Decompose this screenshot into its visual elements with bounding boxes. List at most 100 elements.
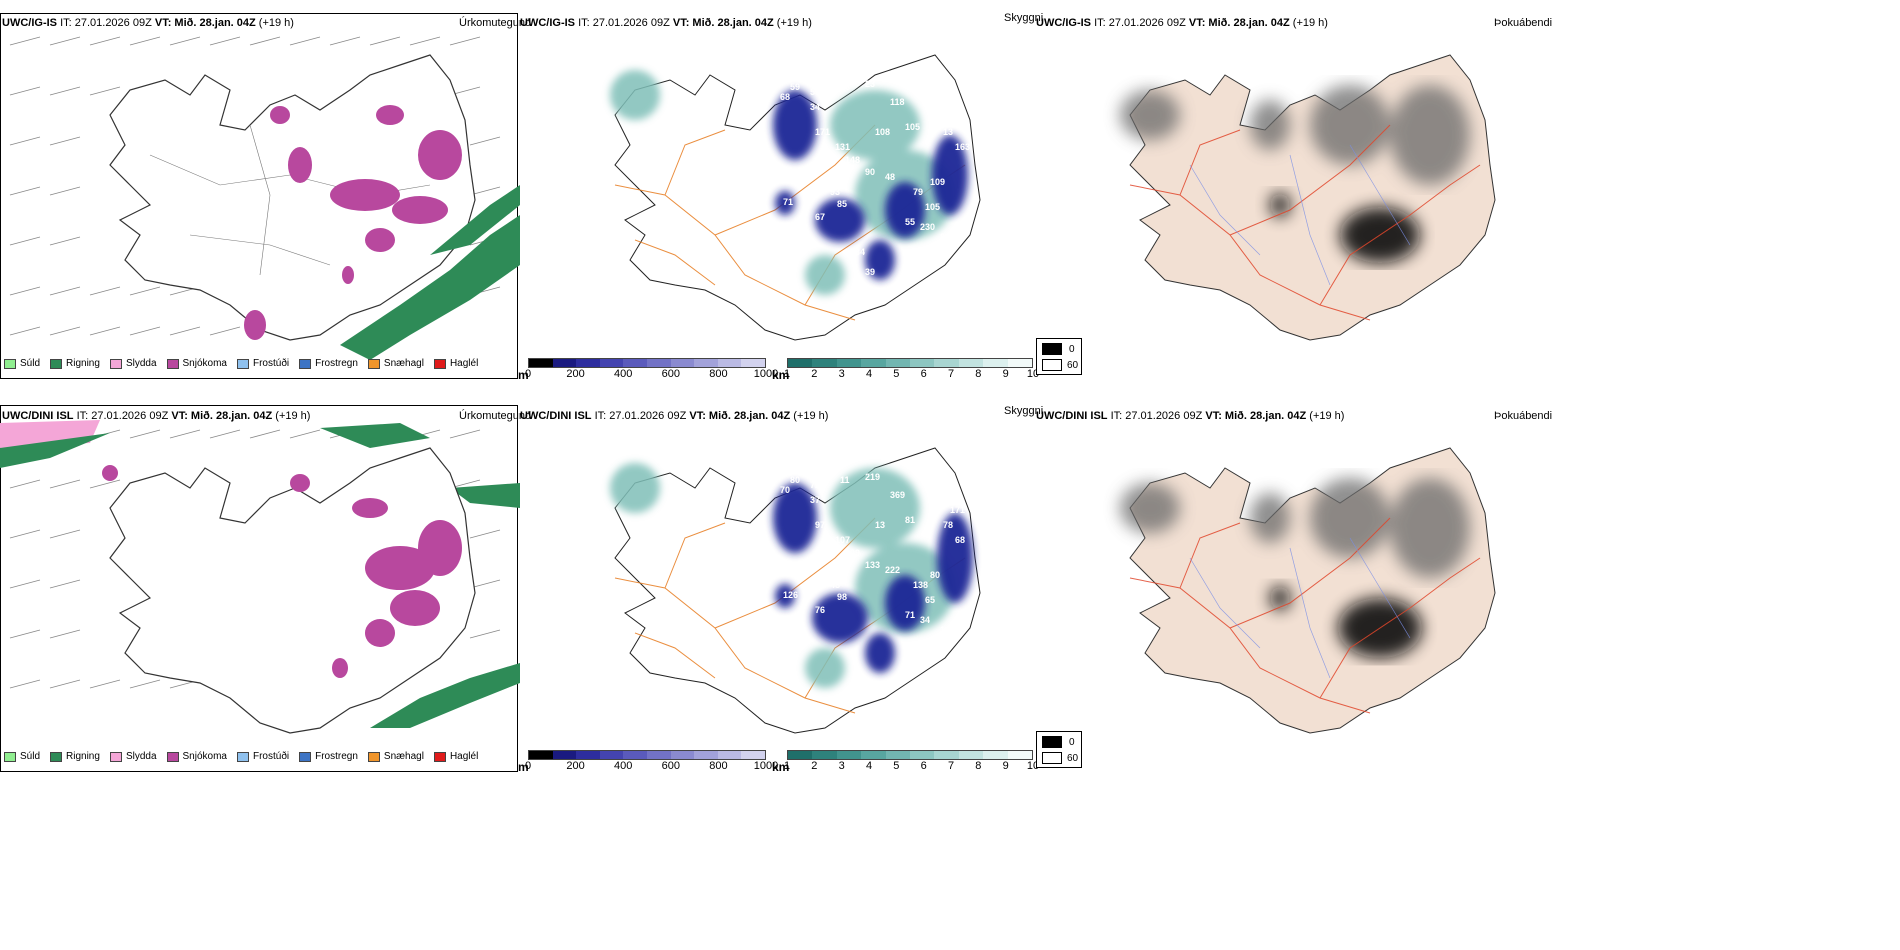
cloud-base-label: 78 — [943, 520, 953, 530]
visibility-colorbar-1: 1 2 3 4 5 6 7 8 9 10 — [783, 358, 1039, 382]
cloud-base-label: 48 — [830, 580, 840, 590]
precip-legend-item: Snjókoma — [166, 751, 227, 762]
colorbar-swatch — [885, 359, 911, 367]
cloud-base-label: 34 — [920, 615, 930, 625]
precip-legend-item: Snjókoma — [166, 358, 227, 369]
colorbar-swatch — [552, 359, 577, 367]
cloud-base-colorbar-2: 0 200 400 600 800 1000 — [524, 750, 778, 774]
cloud-base-label: 21 — [815, 312, 825, 322]
colorbar-swatch — [836, 359, 862, 367]
colorbar-tick: 0 — [524, 760, 532, 772]
colorbar-swatch — [934, 751, 959, 759]
fog-legend-swatch-black — [1042, 736, 1062, 748]
colorbar-swatch — [623, 751, 647, 759]
cloud-base-label: 71 — [905, 610, 915, 620]
cloud-base-label: 107 — [835, 535, 850, 545]
precip-legend-label: Slydda — [125, 751, 157, 762]
colorbar-swatch — [958, 359, 984, 367]
precip-legend-item: Frostregn — [299, 751, 358, 762]
precip-legend-item: Súld — [4, 751, 40, 762]
cloud-base-label: 98 — [837, 592, 847, 602]
colorbar-tick: 3 — [838, 368, 845, 380]
colorbar-tick: 1 — [783, 368, 791, 380]
colorbar-swatch — [861, 359, 886, 367]
cloud-base-ticks: 0 200 400 600 800 1000 — [524, 760, 778, 774]
colorbar-tick: 1000 — [753, 368, 779, 380]
colorbar-swatch — [529, 359, 553, 367]
precip-legend-item: Frostúði — [236, 358, 289, 369]
colorbar-swatch — [646, 359, 671, 367]
cloud-base-label: 105 — [905, 122, 920, 132]
colorbar-tick: 200 — [566, 760, 585, 772]
colorbar-tick: 9 — [1002, 760, 1009, 772]
cloud-base-label: 134 — [850, 247, 865, 257]
precip-legend-swatch — [50, 358, 63, 369]
colorbar-swatch — [1007, 359, 1033, 367]
precip-legend-item: Snæhagl — [367, 358, 424, 369]
cloud-base-colorbar-1: 0 200 400 600 800 1000 — [525, 358, 778, 382]
colorbar-tick: 2 — [811, 368, 818, 380]
cloud-base-unit-2: m — [518, 760, 529, 774]
cloud-base-label: 55 — [905, 217, 915, 227]
cloud-label-1: Skyggni — [1004, 12, 1044, 24]
colorbar-tick: 400 — [614, 760, 633, 772]
colorbar-swatch — [788, 751, 813, 759]
precip-legend-label: Slydda — [125, 358, 157, 369]
precip-legend-label: Frostúði — [252, 751, 290, 762]
colorbar-swatch — [983, 751, 1008, 759]
cloud-base-label: 53 — [810, 87, 820, 97]
colorbar-swatch — [599, 751, 624, 759]
visibility-colorbar-swatches — [787, 750, 1033, 760]
colorbar-swatch — [741, 751, 765, 759]
panel-title-1b: UWC/IG-IS IT: 27.01.2026 09Z VT: Mið. 28… — [520, 17, 812, 29]
precip-type-label-2: Úrkomutegund — [459, 410, 532, 422]
cloud-base-label: 70 — [780, 485, 790, 495]
precip-legend-item: Frostregn — [299, 358, 358, 369]
colorbar-swatch — [910, 359, 935, 367]
fog-legend-1: 0 60 — [1036, 338, 1082, 375]
precip-type-label-1: Úrkomutegund — [459, 17, 532, 29]
visibility-unit-2: km — [772, 760, 790, 774]
precip-legend-item: Snæhagl — [367, 751, 424, 762]
fog-legend-low: 0 — [1069, 737, 1075, 748]
cloud-base-label: 48 — [885, 172, 895, 182]
fog-legend-swatch-white — [1042, 359, 1062, 371]
precip-legend-label: Haglél — [449, 751, 479, 762]
cloud-base-label: 65 — [925, 595, 935, 605]
cloud-base-label: 85 — [837, 199, 847, 209]
colorbar-tick: 200 — [566, 368, 585, 380]
fog-map-1 — [1120, 54, 1496, 341]
cloud-base-label: 68 — [955, 535, 965, 545]
precip-legend-label: Snjókoma — [182, 751, 227, 762]
cloud-base-label: 11 — [840, 475, 850, 485]
colorbar-swatch — [741, 359, 765, 367]
precip-legend-label: Snjókoma — [182, 358, 227, 369]
precip-legend-label: Snæhagl — [383, 358, 424, 369]
colorbar-swatch — [670, 359, 695, 367]
colorbar-tick: 1 — [783, 760, 791, 772]
fog-map-2 — [1120, 447, 1496, 734]
fog-legend-high: 60 — [1067, 753, 1079, 764]
colorbar-swatch — [717, 359, 742, 367]
colorbar-swatch — [599, 359, 624, 367]
colorbar-tick: 3 — [838, 760, 845, 772]
colorbar-swatch — [1007, 751, 1033, 759]
cloud-base-colorbar-swatches — [528, 358, 766, 368]
cloud-base-label: 67 — [815, 212, 825, 222]
fog-label-1: Þokuábendi — [1494, 17, 1553, 29]
precip-legend-label: Rigning — [66, 751, 100, 762]
cloud-base-unit-1: m — [518, 368, 529, 382]
visibility-colorbar-2: 1 2 3 4 5 6 7 8 9 10 — [783, 750, 1039, 774]
cloud-base-label: 34 — [810, 102, 820, 112]
visibility-ticks: 1 2 3 4 5 6 7 8 9 10 — [783, 760, 1039, 774]
precip-legend-item: Haglél — [433, 751, 479, 762]
precip-map-1 — [9, 36, 520, 360]
cloud-base-label: 133 — [865, 560, 880, 570]
precip-legend-swatch — [433, 751, 446, 762]
cloud-base-label: 13 — [875, 520, 885, 530]
precip-legend-swatch — [166, 751, 179, 762]
cloud-base-label: 71 — [783, 197, 793, 207]
